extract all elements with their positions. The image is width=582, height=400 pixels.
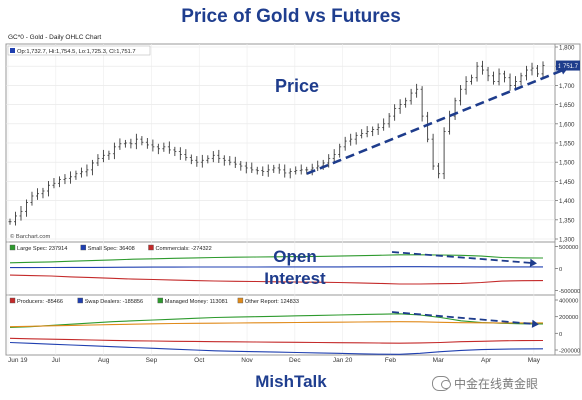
open-interest-1-tick-label: 0 <box>559 267 562 273</box>
ohlc-legend-text: Op:1,732.7, Hi:1,754.5, Lo:1,725.3, Cl:1… <box>17 49 136 55</box>
open-interest-annotation-line2: Interest <box>264 269 326 288</box>
open-interest-2-series-line <box>9 341 544 355</box>
open-interest-trend-line-1 <box>391 251 533 264</box>
open-interest-1-tick-label: 500000 <box>559 245 578 251</box>
page-title: Price of Gold vs Futures <box>181 6 401 27</box>
open-interest-arrowhead-1 <box>529 258 537 267</box>
price-tick-label: 1,450 <box>559 179 575 186</box>
open-interest-2-legend-text: Managed Money: 113081 <box>165 299 228 305</box>
x-tick-label: Mar <box>433 357 445 364</box>
ohlc-legend-swatch <box>10 48 15 53</box>
x-tick-label: Sep <box>146 357 158 364</box>
last-price-label: 1,751.7 <box>558 64 579 70</box>
watermark-text: 中金在线黄金眼 <box>454 377 539 391</box>
x-tick-label: Dec <box>289 357 301 364</box>
open-interest-1-legend-text: Commercials: -274322 <box>156 246 212 252</box>
watermark: 中金在线黄金眼 <box>432 375 538 392</box>
price-chart-header: GC*0 - Gold - Daily OHLC Chart <box>8 34 101 41</box>
x-tick-label: Jul <box>52 357 61 364</box>
open-interest-1-legend-swatch <box>9 244 16 251</box>
open-interest-2-legend-text: Producers: -85466 <box>17 299 63 305</box>
price-tick-label: 1,600 <box>559 121 575 128</box>
open-interest-2-series-line <box>9 313 544 329</box>
open-interest-2-tick-label: 0 <box>559 332 562 338</box>
price-annotation: Price <box>275 76 319 96</box>
open-interest-2-legend-swatch <box>237 297 244 304</box>
open-interest-1-legend-text: Small Spec: 36408 <box>88 246 135 252</box>
price-trend-arrowhead <box>559 66 568 75</box>
open-interest-1-series-line <box>9 274 544 285</box>
open-interest-2-legend-swatch <box>77 297 83 304</box>
footer-mishtalk: MishTalk <box>255 372 327 391</box>
open-interest-1-series-line <box>9 254 544 264</box>
x-tick-label: Nov <box>241 357 253 364</box>
x-tick-label: May <box>528 357 541 364</box>
price-tick-label: 1,550 <box>559 141 575 148</box>
price-tick-label: 1,800 <box>559 45 575 52</box>
open-interest-1-legend-swatch <box>148 244 154 251</box>
open-interest-2-legend-swatch <box>157 297 164 304</box>
open-interest-2-legend-swatch <box>9 297 16 304</box>
ohlc-legend-box <box>7 45 151 56</box>
open-interest-trend-line-2 <box>391 311 535 325</box>
x-tick-label: Oct <box>194 357 204 364</box>
price-tick-label: 1,300 <box>559 237 575 244</box>
open-interest-annotation-line1: Open <box>273 247 316 266</box>
price-trend-line <box>306 66 569 175</box>
open-interest-2-legend-text: Other Report: 124833 <box>245 299 299 305</box>
price-tick-label: 1,500 <box>559 160 575 167</box>
open-interest-2-tick-label: -200000 <box>559 349 580 355</box>
open-interest-1-legend-swatch <box>80 244 87 251</box>
price-tick-label: 1,650 <box>559 102 575 109</box>
open-interest-1-tick-label: -500000 <box>559 289 580 295</box>
x-tick-label: Apr <box>481 357 492 364</box>
open-interest-1-legend-text: Large Spec: 237914 <box>17 246 67 252</box>
price-tick-label: 1,700 <box>559 83 575 90</box>
wechat-icon <box>432 376 451 391</box>
chart-source: © Barchart.com <box>10 233 51 240</box>
last-price-tag <box>556 60 580 71</box>
open-interest-2-series-line <box>9 321 543 328</box>
price-tick-label: 1,400 <box>559 198 575 205</box>
x-tick-label: Feb <box>385 357 397 364</box>
open-interest-2-series-line <box>9 337 544 344</box>
open-interest-2-legend-text: Swap Dealers: -185856 <box>85 299 143 305</box>
right-axis-strip <box>554 43 581 356</box>
price-tick-label: 1,350 <box>559 217 575 224</box>
open-interest-1-series-line <box>10 266 543 269</box>
x-tick-label: Jun 19 <box>8 357 28 364</box>
open-interest-2-tick-label: 200000 <box>559 315 578 321</box>
x-tick-label: Aug <box>98 357 110 364</box>
open-interest-arrowhead-2 <box>531 319 539 328</box>
open-interest-2-tick-label: 400000 <box>559 299 578 305</box>
x-tick-label: Jan 20 <box>333 357 353 364</box>
